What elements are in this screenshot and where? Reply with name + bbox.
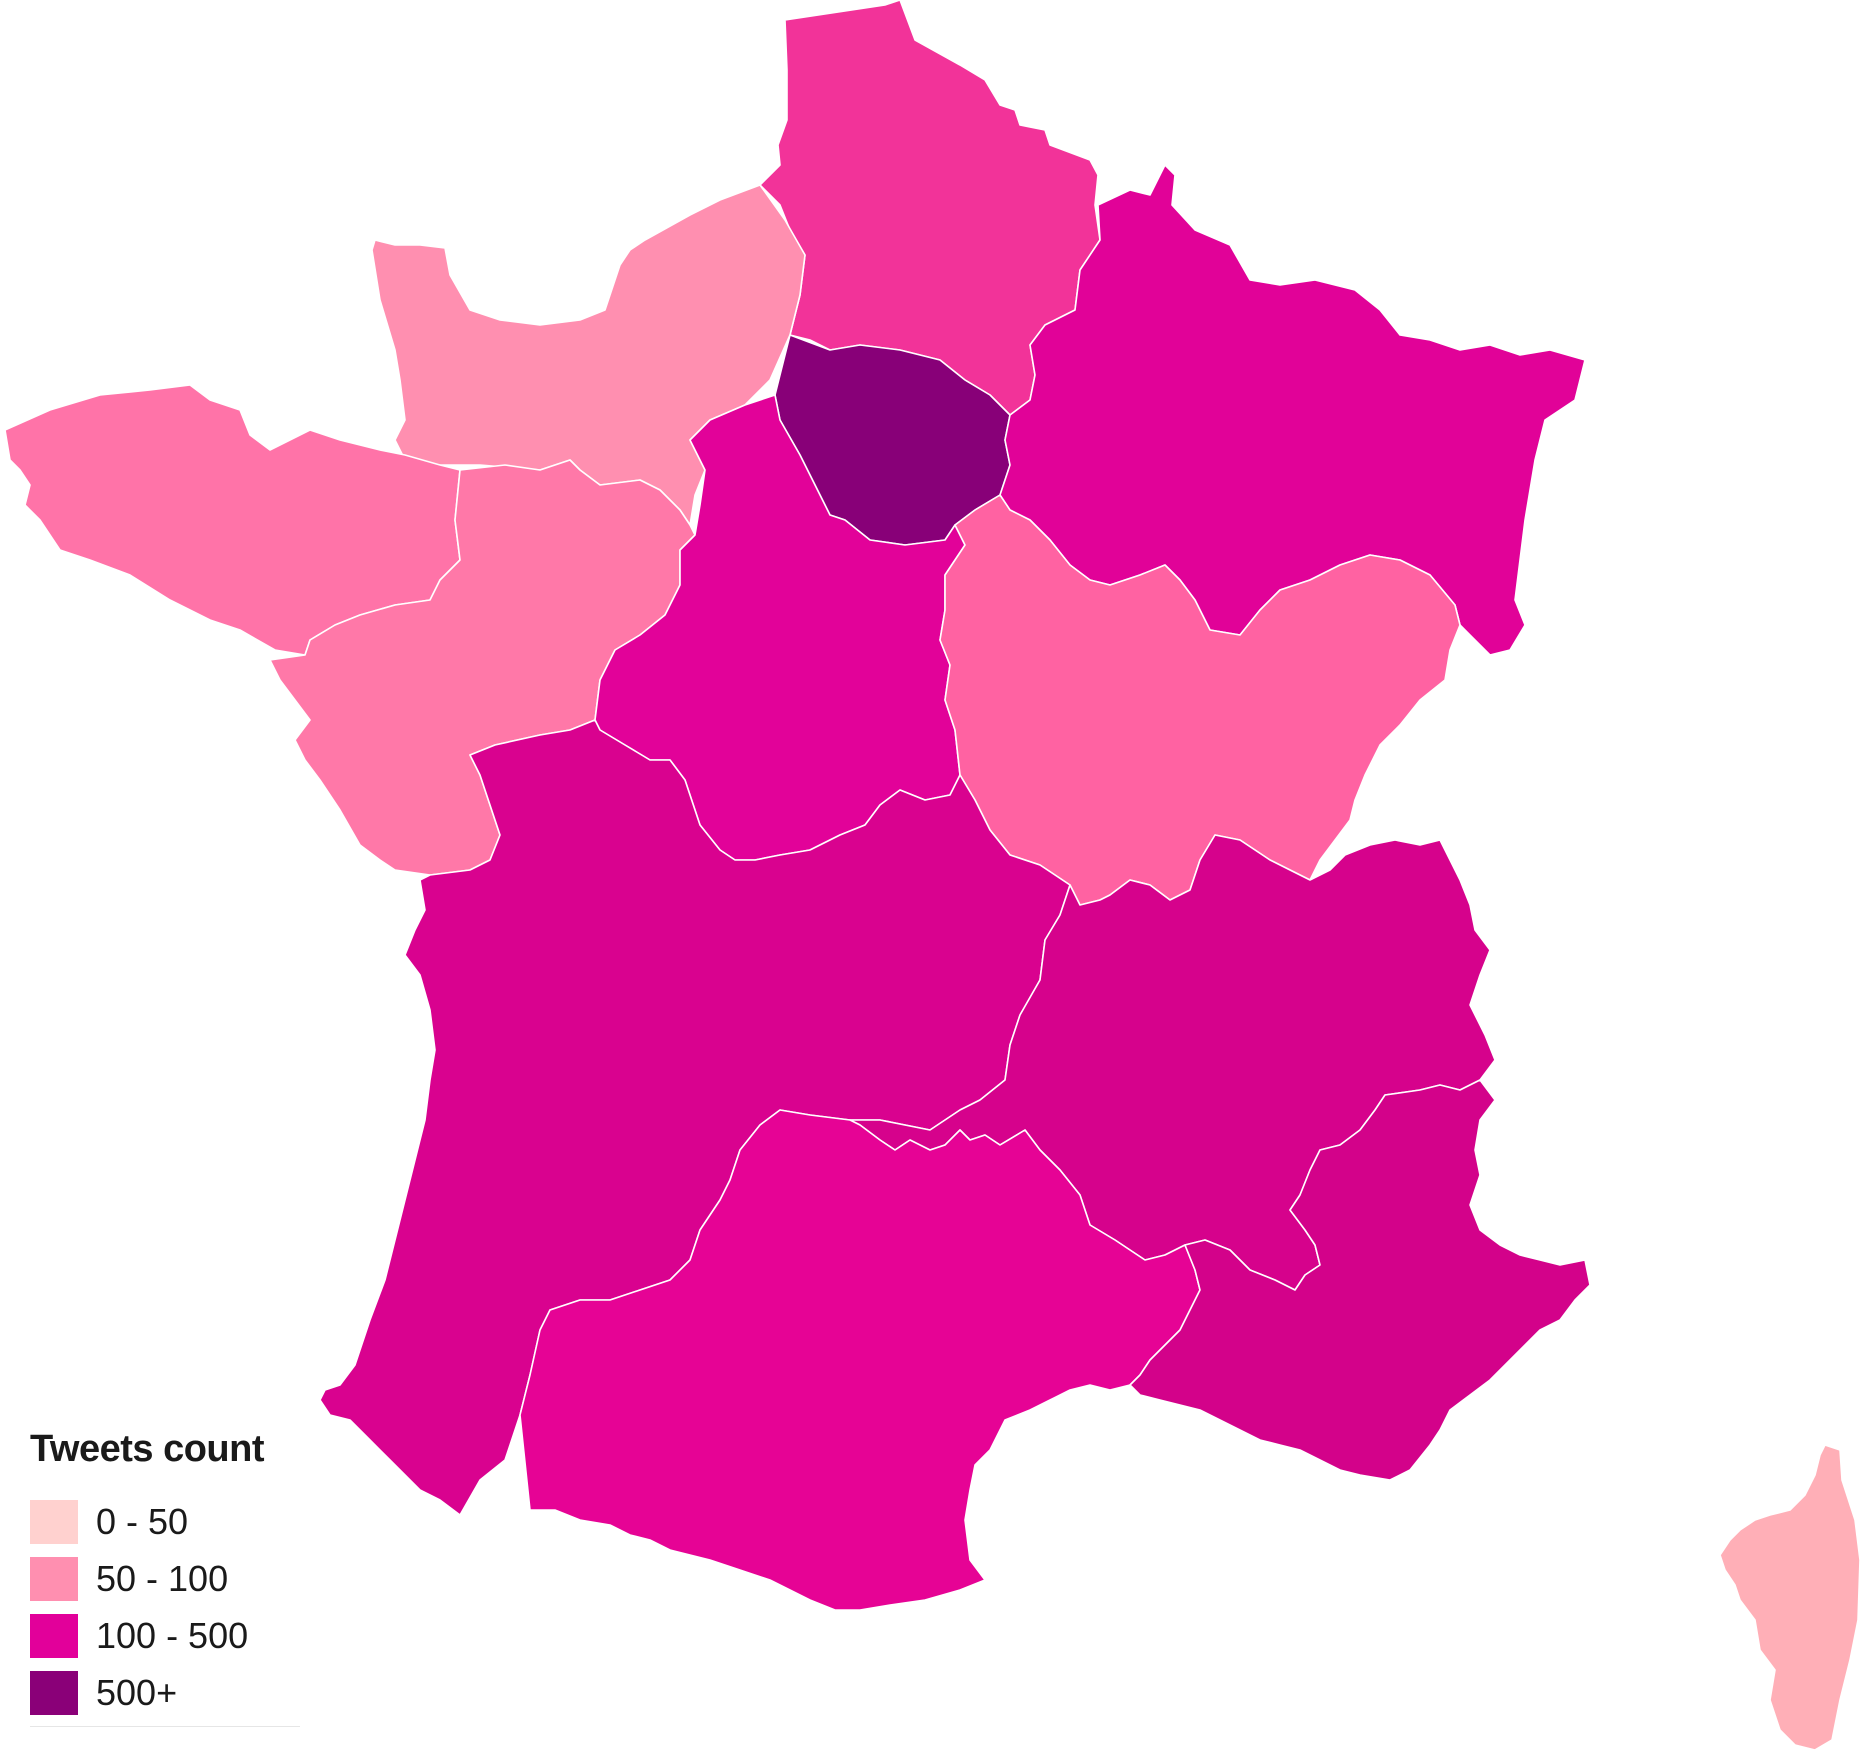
- legend-swatch: [30, 1499, 78, 1544]
- region-paca[interactable]: [1129, 1079, 1591, 1481]
- legend-divider: [30, 1726, 300, 1727]
- legend-label: 100 - 500: [96, 1614, 249, 1656]
- legend-swatch: [30, 1613, 78, 1658]
- legend-label: 0 - 50: [96, 1500, 189, 1542]
- legend-item: 50 - 100: [30, 1550, 330, 1607]
- legend-label: 500+: [96, 1671, 178, 1713]
- region-occitanie[interactable]: [519, 1109, 1201, 1611]
- legend-item: 0 - 50: [30, 1493, 330, 1550]
- legend-label: 50 - 100: [96, 1557, 229, 1599]
- legend: Tweets count 0 - 50 50 - 100 100 - 500 5…: [30, 1428, 330, 1721]
- legend-swatch: [30, 1556, 78, 1601]
- legend-item: 500+: [30, 1664, 330, 1721]
- region-corse[interactable]: [1719, 1444, 1860, 1750]
- legend-swatch: [30, 1670, 78, 1715]
- legend-title: Tweets count: [30, 1428, 265, 1470]
- legend-item: 100 - 500: [30, 1607, 330, 1664]
